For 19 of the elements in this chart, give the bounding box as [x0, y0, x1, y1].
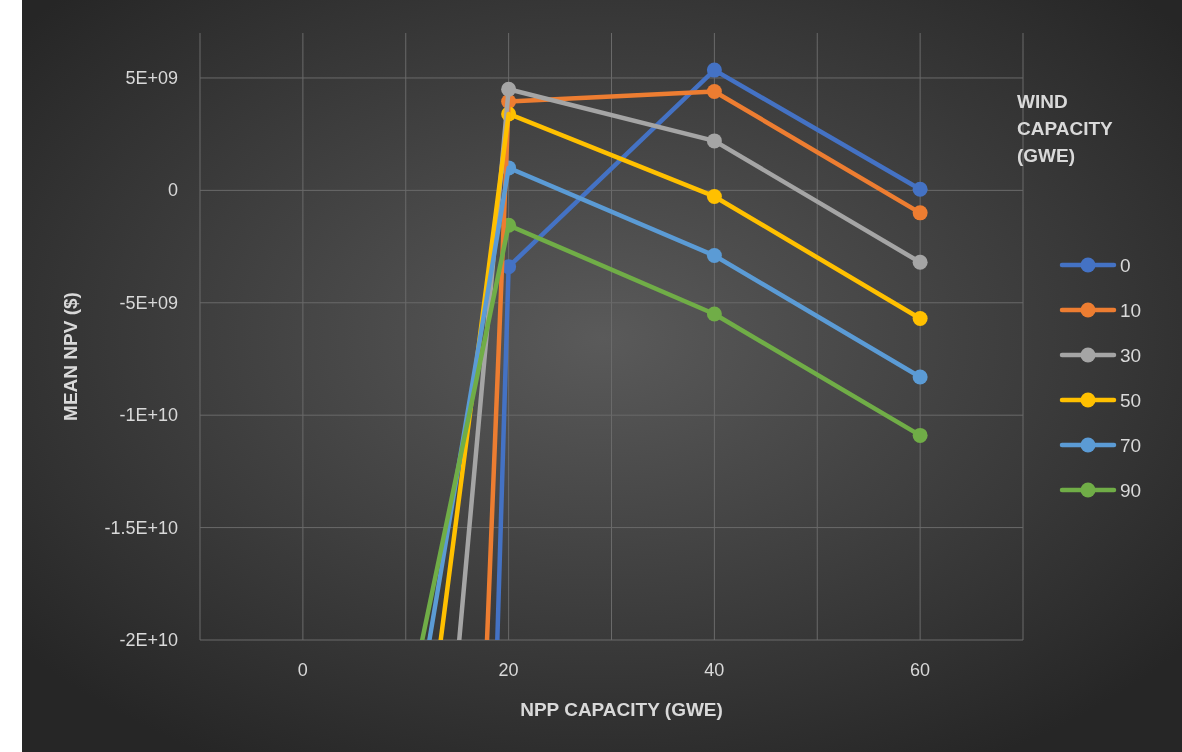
- legend-label: 90: [1120, 480, 1142, 501]
- legend-label: 0: [1120, 255, 1131, 276]
- legend-label: 70: [1120, 435, 1142, 456]
- x-tick-label: 20: [498, 660, 519, 680]
- y-tick-label: -1.5E+10: [104, 517, 178, 538]
- x-tick-label: 0: [297, 660, 308, 680]
- y-tick-label: -2E+10: [119, 630, 178, 650]
- y-tick-label: 5E+09: [125, 67, 178, 88]
- y-tick-label: -1E+10: [119, 405, 178, 426]
- x-axis-title: NPP CAPACITY (GWE): [520, 699, 723, 720]
- legend-label: 30: [1120, 345, 1142, 366]
- x-tick-label: 60: [910, 660, 931, 680]
- y-tick-label: -5E+09: [119, 292, 178, 313]
- legend-label: 10: [1120, 300, 1142, 321]
- y-axis-title: MEAN NPV ($): [60, 292, 81, 421]
- legend-label: 50: [1120, 390, 1142, 411]
- y-tick-label: 0: [167, 180, 178, 201]
- x-tick-label: 40: [704, 660, 725, 680]
- legend-title: WIND CAPACITY (GWE): [1017, 91, 1114, 166]
